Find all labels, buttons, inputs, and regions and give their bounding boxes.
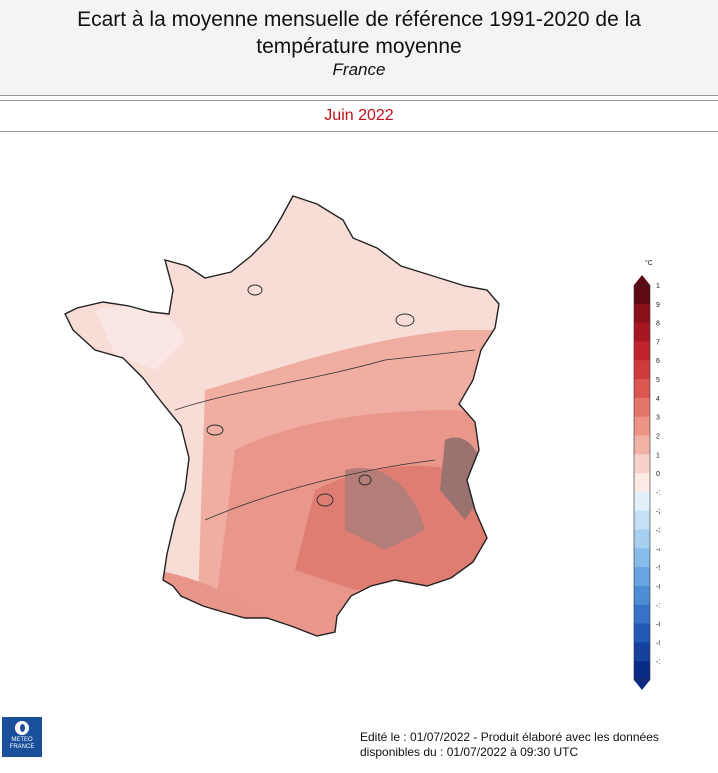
legend-tick-label: 0 (656, 471, 660, 478)
logo-icon (15, 721, 29, 735)
footer-line-2: disponibles du : 01/07/2022 à 09:30 UTC (360, 745, 579, 759)
legend-swatch (634, 435, 650, 455)
legend-tick-label: -1 (656, 490, 660, 497)
legend-swatch (634, 303, 650, 324)
separator-bottom (0, 131, 718, 132)
legend-tick-label: 5 (656, 377, 660, 384)
legend-tick-label: -10 (656, 659, 660, 666)
legend-tick-label: 4 (656, 396, 660, 403)
legend-bar (633, 275, 651, 690)
legend-swatch (634, 491, 650, 512)
header: Ecart à la moyenne mensuelle de référenc… (0, 0, 718, 96)
meteo-france-logo: METEO FRANCE (2, 717, 42, 757)
legend-tick-label: -4 (656, 546, 660, 553)
legend-swatch (634, 454, 650, 474)
legend-tick-label: -5 (656, 565, 660, 572)
period-label: Juin 2022 (324, 107, 394, 124)
footer-line-1: Edité le : 01/07/2022 - Produit élaboré … (360, 730, 659, 744)
legend-swatch (634, 529, 650, 549)
legend-tick-label: 3 (656, 415, 660, 422)
legend-tick-label: -6 (656, 584, 660, 591)
legend-labels: 109876543210-1-2-3-4-5-6-7-8-9-10 (656, 283, 660, 666)
color-legend: °C 109876543210-1-2-3-4-5-6-7-8-9-10 (633, 259, 660, 690)
legend-swatch (634, 623, 650, 643)
legend-arrow-bottom (634, 680, 650, 690)
legend-swatch (634, 548, 650, 568)
legend-swatch (634, 567, 650, 587)
france-anomaly-map (64, 195, 500, 637)
separator-top (0, 100, 718, 101)
legend-arrow-top (634, 275, 650, 285)
legend-tick-label: 8 (656, 321, 660, 328)
legend-swatch (634, 510, 650, 531)
title-line-2: température moyenne (256, 35, 462, 58)
logo-line-2: FRANCE (9, 744, 35, 750)
legend-tick-label: -9 (656, 640, 660, 647)
legend-tick-label: 7 (656, 339, 660, 346)
legend-tick-label: -3 (656, 528, 660, 535)
legend-swatch (634, 285, 650, 305)
legend-tick-label: 10 (656, 283, 660, 290)
legend-tick-label: -2 (656, 509, 660, 516)
legend-swatch (634, 473, 650, 493)
legend-swatch (634, 642, 650, 662)
legend-tick-label: 1 (656, 452, 660, 459)
legend-swatch (634, 397, 650, 418)
footer-note: Edité le : 01/07/2022 - Produit élaboré … (360, 730, 659, 760)
legend-swatch (634, 585, 650, 606)
legend-tick-label: -8 (656, 622, 660, 629)
legend-tick-label: 9 (656, 302, 660, 309)
legend-frame (633, 284, 651, 681)
legend-swatch (634, 379, 650, 399)
legend-tick-label: 2 (656, 433, 660, 440)
map-subtitle: France (332, 60, 386, 79)
legend-swatch (634, 661, 650, 681)
legend-swatch (634, 416, 650, 436)
legend-swatch (634, 341, 650, 361)
legend-swatch (634, 322, 650, 342)
legend-tick-label: 6 (656, 358, 660, 365)
title-line-1: Ecart à la moyenne mensuelle de référenc… (77, 8, 641, 31)
legend-tick-label: -7 (656, 603, 660, 610)
legend-swatch (634, 360, 650, 380)
map-title: Ecart à la moyenne mensuelle de référenc… (0, 6, 718, 60)
logo-line-1: METEO (11, 737, 33, 743)
legend-unit: °C (645, 259, 653, 267)
anomaly-field (65, 196, 499, 636)
legend-swatch (634, 604, 650, 625)
